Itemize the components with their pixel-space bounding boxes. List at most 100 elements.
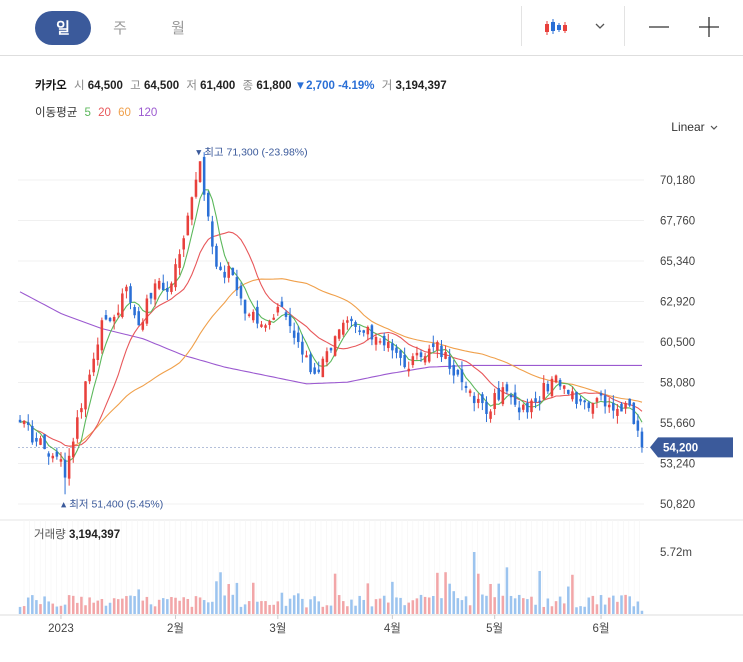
ma-5-line <box>19 189 643 462</box>
candle <box>170 281 173 295</box>
volume-bar <box>436 572 439 614</box>
candle <box>407 361 411 377</box>
candle-body <box>76 417 79 439</box>
candle <box>260 320 263 328</box>
scale-selector[interactable]: Linear <box>671 120 720 134</box>
candle-body <box>231 267 235 276</box>
volume-bar <box>468 605 472 614</box>
candle-body <box>149 292 153 299</box>
volume-bar <box>538 570 541 614</box>
candle <box>166 281 169 300</box>
candle <box>346 316 349 330</box>
volume-bar <box>432 595 435 614</box>
candle <box>517 400 521 421</box>
candle <box>562 385 566 395</box>
candle <box>591 402 595 419</box>
candle <box>125 284 128 299</box>
candle-body <box>317 369 320 373</box>
candle <box>80 403 83 419</box>
candle <box>47 451 50 465</box>
candle <box>63 452 67 495</box>
open-value: 64,500 <box>87 80 123 92</box>
candle <box>296 325 300 348</box>
candle <box>264 323 267 332</box>
volume-bar <box>403 605 406 614</box>
x-tick-label: 2월 <box>167 622 184 635</box>
y-axis: 70,180 67,760 65,340 62,920 60,500 58,080 55,6… <box>18 175 733 559</box>
candle-body <box>39 438 42 445</box>
volume-value: 3,194,397 <box>395 80 447 92</box>
volume-bar <box>202 600 206 614</box>
volume-bar <box>301 598 304 614</box>
candle-body <box>63 459 67 478</box>
volume-bar <box>247 601 251 614</box>
candle <box>448 348 451 375</box>
candle-body <box>211 221 214 247</box>
tab-month[interactable]: 월 <box>171 19 185 37</box>
candle-body <box>464 385 468 389</box>
candle <box>575 391 578 409</box>
candle-body <box>579 398 582 402</box>
volume-bar <box>399 597 402 614</box>
volume-bar <box>268 604 271 614</box>
candle <box>440 340 443 362</box>
candle-body <box>395 347 398 353</box>
volume-bar <box>517 594 521 614</box>
candle <box>292 322 296 345</box>
candle-body <box>84 381 87 410</box>
max-price-annotation: ▾ 최고 71,300 (-23.98%) <box>196 146 308 158</box>
volume-bar <box>112 598 116 614</box>
volume-bar <box>231 594 235 614</box>
minus-icon[interactable] <box>643 10 675 44</box>
chevron-down-icon[interactable] <box>588 10 612 44</box>
candle <box>76 410 79 443</box>
plus-icon[interactable] <box>693 10 725 44</box>
candle <box>489 409 492 423</box>
candle <box>55 447 59 460</box>
tab-day[interactable]: 일 <box>35 11 91 45</box>
current-price-tag <box>650 437 733 458</box>
y-tick-label: 70,180 <box>660 175 695 187</box>
ma-20: 20 <box>98 107 111 119</box>
volume-bar <box>337 595 341 614</box>
candle <box>342 319 345 337</box>
candle <box>415 346 419 360</box>
candle <box>272 314 275 321</box>
candle-body <box>415 352 419 356</box>
x-axis: 2023 2월 3월 4월 5월 6월 <box>48 615 610 635</box>
tab-week[interactable]: 주 <box>113 19 127 37</box>
volume-bar <box>55 606 59 614</box>
ma-label: 이동평균 <box>35 107 78 119</box>
candle <box>587 400 591 412</box>
candle-body <box>513 392 517 405</box>
candle-body <box>411 356 415 366</box>
candle <box>243 299 247 321</box>
candle <box>456 368 460 377</box>
candle <box>121 288 124 319</box>
scale-label: Linear <box>671 120 705 134</box>
volume-bar <box>174 597 177 614</box>
volume-bar <box>309 599 312 614</box>
candle <box>366 325 370 341</box>
candle-body <box>59 459 63 462</box>
candle-body <box>198 161 202 182</box>
candle <box>403 347 406 369</box>
volume-bar <box>125 596 128 614</box>
candle <box>411 353 415 368</box>
volume-bar <box>182 597 185 614</box>
candle <box>636 414 640 437</box>
volume-bar <box>497 583 501 614</box>
candle-body <box>264 325 267 328</box>
volume-bar <box>305 607 308 614</box>
volume-bar <box>554 601 558 614</box>
volume-bar <box>67 595 71 614</box>
candle <box>43 434 46 450</box>
volume-bar <box>546 598 550 614</box>
candle-body <box>296 332 300 342</box>
candle <box>235 269 239 297</box>
candle-body <box>292 330 296 338</box>
candlestick-icon[interactable] <box>540 10 574 44</box>
candle-body <box>378 341 382 343</box>
candle <box>571 386 574 402</box>
